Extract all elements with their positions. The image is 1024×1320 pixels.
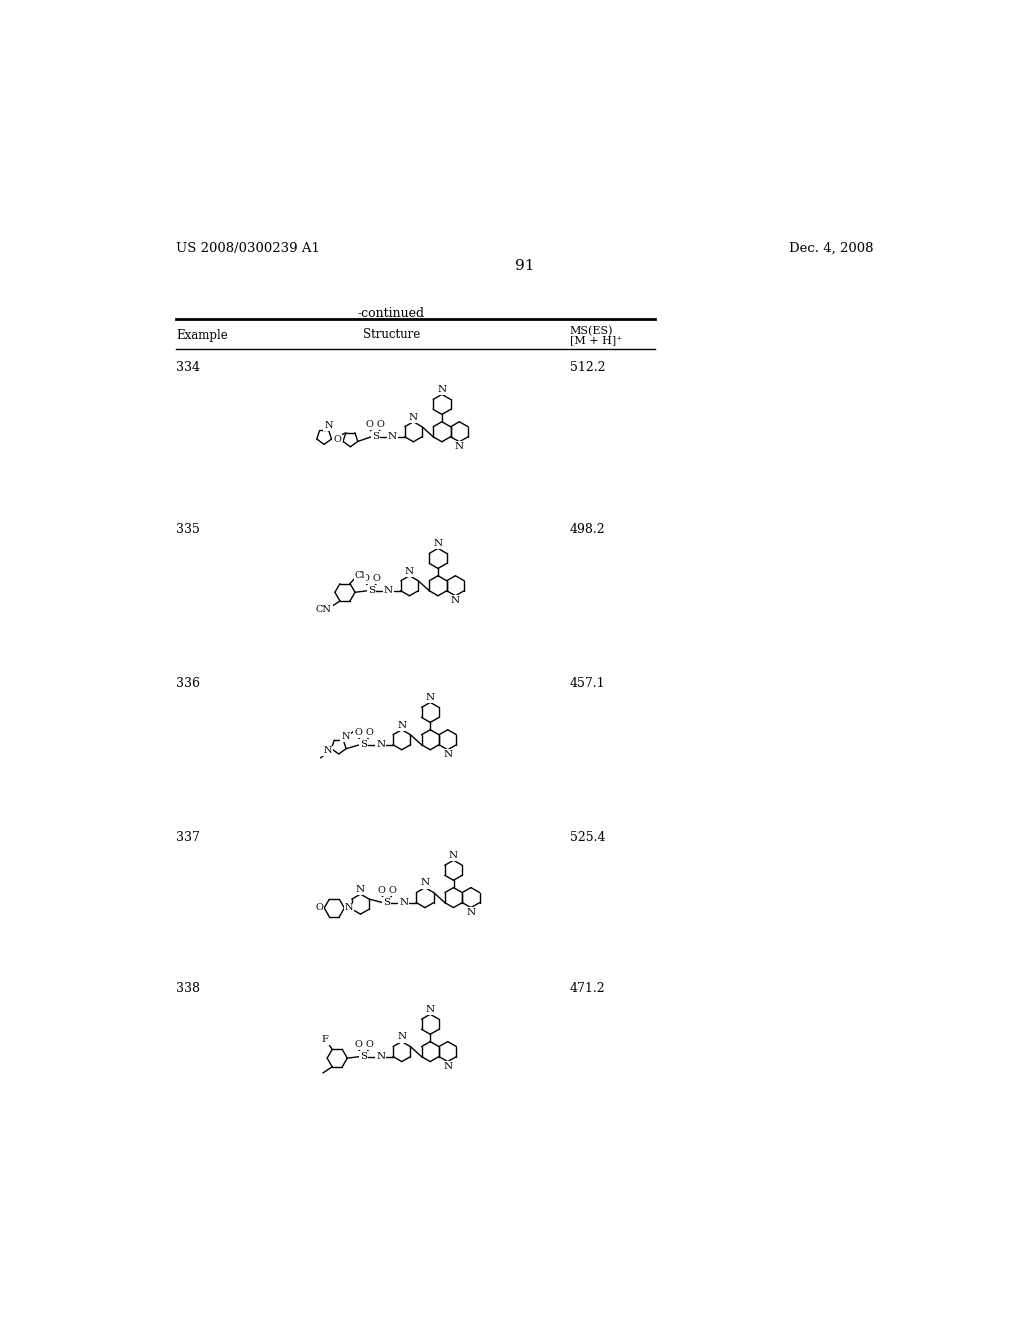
Text: N: N [397,721,407,730]
Text: 91: 91 [515,259,535,272]
Text: 338: 338 [176,982,200,995]
Text: O: O [354,727,362,737]
Text: 457.1: 457.1 [569,677,605,689]
Text: O: O [366,420,374,429]
Text: O: O [378,886,385,895]
Text: O: O [377,420,385,429]
Text: 471.2: 471.2 [569,982,605,995]
Text: N: N [376,741,385,750]
Text: 498.2: 498.2 [569,523,605,536]
Text: N: N [356,884,365,894]
Text: N: N [384,586,393,595]
Text: O: O [315,903,324,912]
Text: 336: 336 [176,677,200,689]
Text: N: N [443,750,453,759]
Text: 337: 337 [176,830,200,843]
Text: Dec. 4, 2008: Dec. 4, 2008 [790,242,873,255]
Text: N: N [388,432,397,441]
Text: Cl: Cl [355,570,366,579]
Text: US 2008/0300239 A1: US 2008/0300239 A1 [176,242,319,255]
Text: N: N [449,851,458,861]
Text: N: N [399,898,409,907]
Text: N: N [345,903,353,912]
Text: O: O [361,574,370,583]
Text: O: O [354,1040,362,1049]
Text: Structure: Structure [362,327,420,341]
Text: F: F [322,1035,329,1044]
Text: O: O [373,574,381,583]
Text: -continued: -continued [358,308,425,319]
Text: O: O [388,886,396,895]
Text: [M + H]⁺: [M + H]⁺ [569,335,622,345]
Text: N: N [437,385,446,395]
Text: N: N [404,566,414,576]
Text: S: S [372,432,379,441]
Text: N: N [455,442,464,451]
Text: O: O [366,727,373,737]
Text: O: O [333,434,341,444]
Text: N: N [409,413,418,421]
Text: N: N [324,747,332,755]
Text: N: N [376,1052,385,1061]
Text: S: S [360,741,368,750]
Text: MS(ES): MS(ES) [569,326,613,337]
Text: N: N [426,1005,435,1014]
Text: 512.2: 512.2 [569,360,605,374]
Text: N: N [421,879,429,887]
Text: S: S [335,437,342,446]
Text: N: N [426,693,435,702]
Text: S: S [368,586,375,595]
Text: 334: 334 [176,360,200,374]
Text: S: S [383,898,390,907]
Text: 335: 335 [176,523,200,536]
Text: S: S [360,1052,368,1061]
Text: N: N [433,540,442,548]
Text: N: N [325,421,333,430]
Text: N: N [443,1061,453,1071]
Text: N: N [397,1032,407,1041]
Text: O: O [366,1040,373,1049]
Text: N: N [451,595,460,605]
Text: Example: Example [176,330,227,342]
Text: CN: CN [315,605,332,614]
Text: N: N [466,908,475,916]
Text: 525.4: 525.4 [569,830,605,843]
Text: N: N [341,731,350,741]
